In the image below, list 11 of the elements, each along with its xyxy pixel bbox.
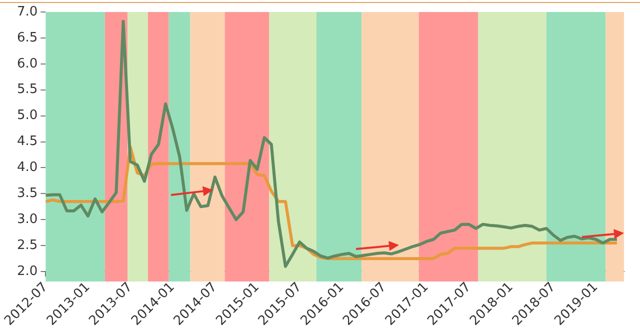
y-tick-label: 6.0 — [16, 56, 38, 72]
y-tick-label: 5.5 — [16, 82, 38, 98]
y-tick-label: 7.0 — [16, 4, 38, 20]
y-tick-label: 5.0 — [16, 108, 38, 124]
y-tick-label: 2.0 — [16, 264, 38, 279]
y-tick-label: 2.5 — [16, 238, 38, 253]
y-tick-label: 3.5 — [16, 186, 38, 202]
y-tick-label: 6.5 — [16, 30, 38, 46]
y-tick-label: 4.0 — [16, 160, 38, 176]
y-tick-label: 4.5 — [16, 134, 38, 150]
y-tick-label: 3.0 — [16, 212, 38, 228]
